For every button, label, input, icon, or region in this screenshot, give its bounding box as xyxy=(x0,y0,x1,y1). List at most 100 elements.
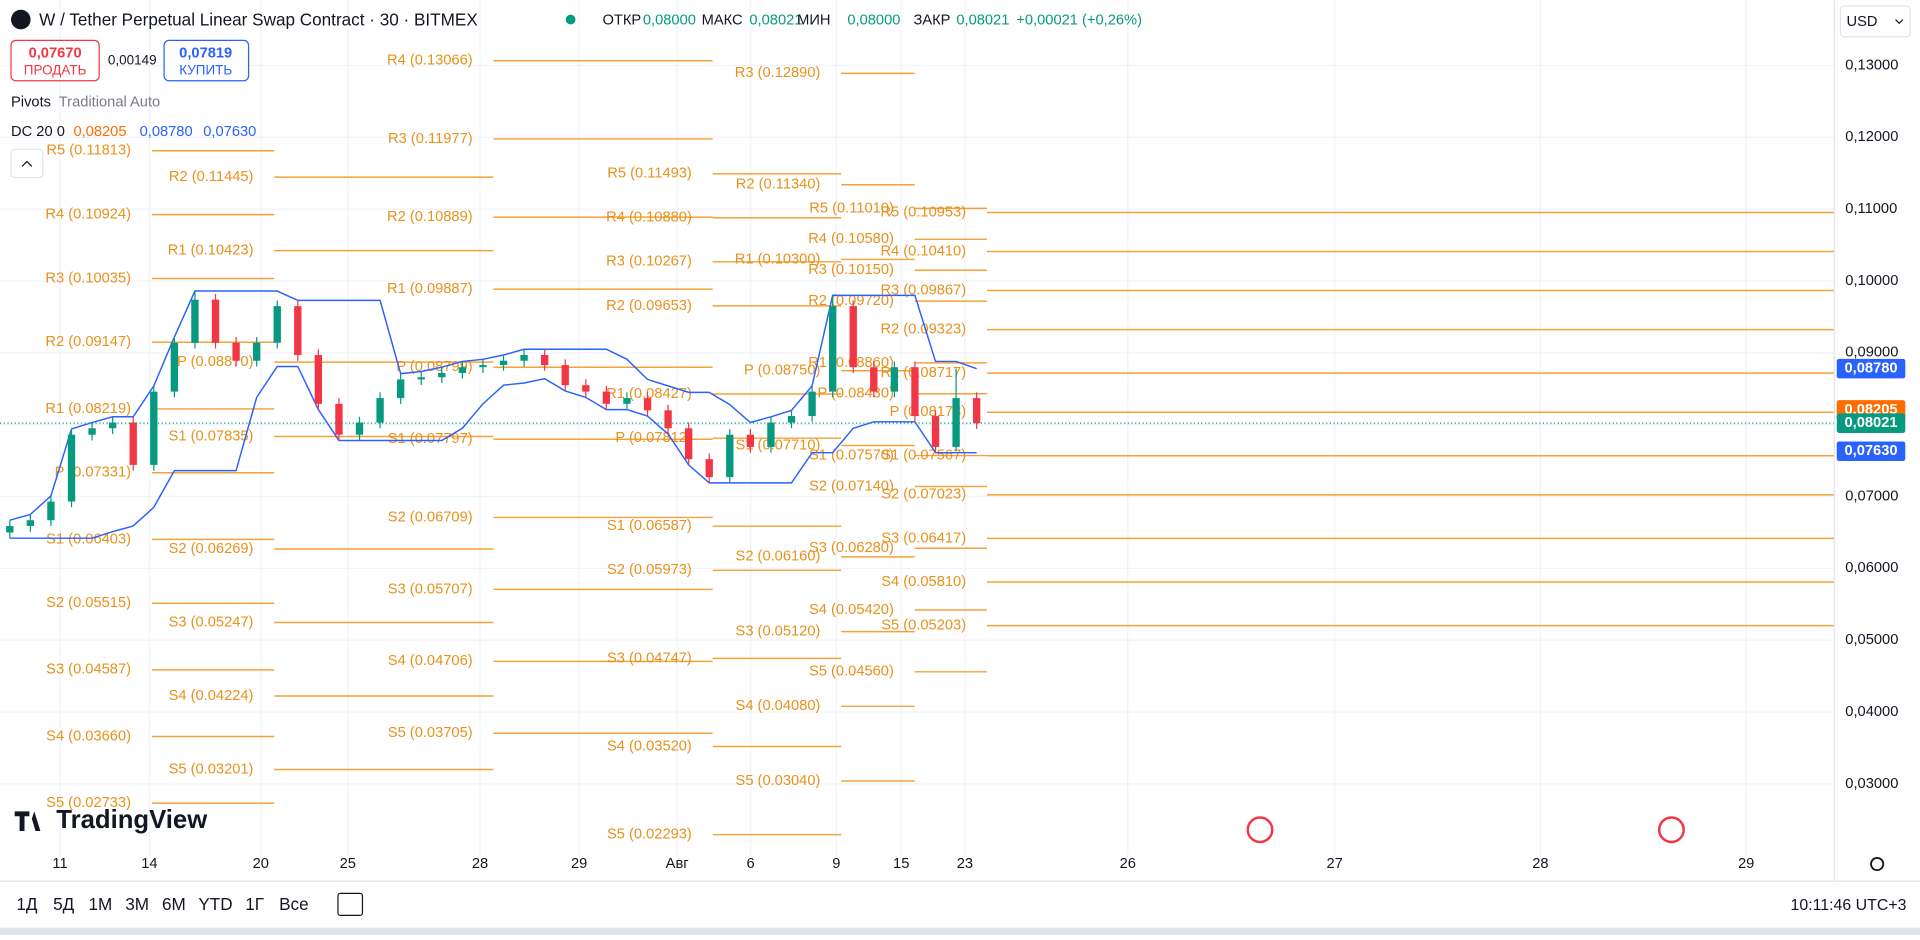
candle-body xyxy=(458,367,467,373)
clock[interactable]: 10:11:46 UTC+3 xyxy=(1791,897,1907,914)
logo-icon[interactable] xyxy=(14,811,41,831)
pivot-label: R1 (0.10423) xyxy=(168,242,254,258)
ohlc-value: 0,08021 xyxy=(956,13,1009,29)
event-flag[interactable] xyxy=(1246,816,1274,844)
y-tick-label: 0,09000 xyxy=(1845,345,1898,361)
ohlc-label: МИН xyxy=(797,13,830,29)
candle-body xyxy=(582,385,590,392)
sell-price[interactable]: 0,07670 xyxy=(29,46,82,62)
indicator-value: 0,07630 xyxy=(203,124,256,140)
candle-body xyxy=(602,391,611,404)
sell-label[interactable]: ПРОДАТЬ xyxy=(24,63,87,78)
range-button[interactable]: YTD xyxy=(198,894,232,914)
pivot-label: R1 (0.09887) xyxy=(387,281,473,297)
x-tick-label: 28 xyxy=(1532,856,1548,872)
range-button[interactable]: 1М xyxy=(89,894,113,914)
x-tick-label: 23 xyxy=(957,856,973,872)
range-button[interactable]: 6М xyxy=(162,894,186,914)
range-button[interactable]: 1Г xyxy=(245,894,264,914)
event-flag[interactable] xyxy=(1657,816,1685,844)
range-button[interactable]: 3М xyxy=(125,894,149,914)
pivot-label: R5 (0.11493) xyxy=(607,166,692,182)
candle-body xyxy=(396,379,405,399)
pivot-label: S1 (0.07835) xyxy=(169,428,254,444)
pivot-label: P (0.08799) xyxy=(396,359,472,375)
y-tick-label: 0,05000 xyxy=(1845,632,1898,648)
settings-icon[interactable] xyxy=(1870,856,1885,872)
indicator-settings[interactable]: Traditional Auto xyxy=(59,95,160,111)
logo[interactable]: TradingView xyxy=(56,806,208,834)
candle-body xyxy=(561,365,569,386)
range-button[interactable]: 1Д xyxy=(16,894,38,914)
dropdown-arrow xyxy=(1895,19,1904,25)
candle-body xyxy=(88,428,96,435)
indicator-value: 0,08780 xyxy=(140,124,193,140)
y-tick-label: 0,04000 xyxy=(1845,704,1898,720)
candle-body xyxy=(540,354,549,366)
pivot-label: S2 (0.05973) xyxy=(607,562,692,578)
pivot-label: S2 (0.06160) xyxy=(736,549,821,565)
range-button[interactable]: Все xyxy=(279,894,309,914)
y-tick-label: 0,07000 xyxy=(1845,488,1898,504)
pivot-label: R5 (0.11010) xyxy=(809,200,894,216)
pivot-label: P (0.07812) xyxy=(615,430,691,446)
indicator-name[interactable]: Pivots xyxy=(11,95,51,111)
buy-button[interactable] xyxy=(163,39,250,82)
price-badge xyxy=(1836,413,1906,433)
sell-button[interactable] xyxy=(10,39,100,82)
candle-body xyxy=(438,372,446,378)
ohlc-value: 0,08000 xyxy=(643,13,696,29)
pivot-label: S3 (0.05707) xyxy=(388,581,473,597)
bottom-strip xyxy=(0,927,1920,935)
range-button[interactable]: 5Д xyxy=(53,894,75,914)
pivot-label: S1 (0.07567) xyxy=(881,448,966,464)
candle-body xyxy=(479,365,487,368)
pivot-label: R1 (0.08427) xyxy=(606,386,692,402)
x-tick-label: 20 xyxy=(253,856,269,872)
pivot-label: R2 (0.09653) xyxy=(606,298,692,314)
indicator-name[interactable]: DC 20 0 xyxy=(11,124,65,140)
candle-body xyxy=(376,398,384,423)
candle-body xyxy=(67,434,76,502)
pivot-label: S3 (0.06417) xyxy=(881,530,966,546)
candle-body xyxy=(108,422,117,429)
candle-body xyxy=(972,398,981,424)
pivot-label: R5 (0.11813) xyxy=(46,143,131,159)
candle-body xyxy=(828,306,837,392)
candle-body xyxy=(767,422,775,447)
pivot-label: R3 (0.09867) xyxy=(880,282,966,298)
candle-body xyxy=(211,299,220,343)
candle-body xyxy=(335,403,343,435)
candle-body xyxy=(684,428,693,460)
pivot-label: S4 (0.04706) xyxy=(388,653,473,669)
currency[interactable]: USD xyxy=(1847,14,1878,30)
ohlc-value: 0,08000 xyxy=(847,13,900,29)
ohlc-label: ОТКР xyxy=(602,13,641,29)
candle-body xyxy=(726,434,734,478)
goto-date-icon[interactable] xyxy=(337,892,364,917)
currency-button[interactable] xyxy=(1839,5,1911,38)
pivot-label: S2 (0.07023) xyxy=(881,487,966,503)
candle-body xyxy=(808,391,816,417)
collapse-button[interactable] xyxy=(10,148,44,179)
pivot-label: S2 (0.06269) xyxy=(169,541,254,557)
pivot-label: S3 (0.04747) xyxy=(607,650,692,666)
candle-body xyxy=(520,354,528,361)
candle-body xyxy=(664,410,672,429)
price-badge xyxy=(1836,441,1906,462)
pivot-label: P (0.08870) xyxy=(177,354,253,370)
price-change: +0,00021 (+0,26%) xyxy=(1016,13,1142,29)
x-tick-label: 26 xyxy=(1120,856,1136,872)
pivot-label: S4 (0.05810) xyxy=(881,574,966,590)
pivot-label: R1 (0.10300) xyxy=(735,251,821,267)
pivot-label: R3 (0.11977) xyxy=(388,131,473,147)
candle-body xyxy=(6,525,14,533)
pivot-label: S4 (0.03660) xyxy=(46,728,131,744)
buy-label[interactable]: КУПИТЬ xyxy=(179,63,232,78)
market-status[interactable] xyxy=(565,14,576,25)
buy-price[interactable]: 0,07819 xyxy=(179,46,232,62)
symbol-icon[interactable] xyxy=(11,9,31,30)
symbol-title[interactable]: W / Tether Perpetual Linear Swap Contrac… xyxy=(39,9,478,29)
candle-body xyxy=(746,434,755,447)
